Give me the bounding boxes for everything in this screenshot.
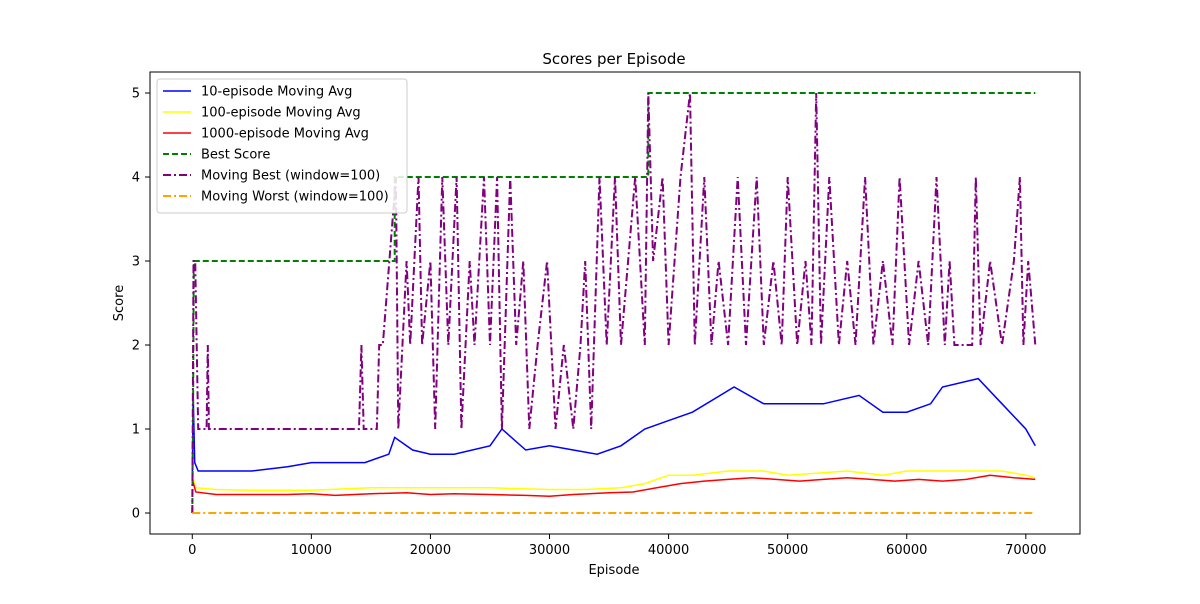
x-tick-label: 50000: [767, 543, 808, 558]
legend-box: [156, 78, 408, 214]
legend-entry-label: Moving Worst (window=100): [201, 190, 389, 205]
y-tick-label: 1: [132, 423, 140, 438]
chart-title: Scores per Episode: [542, 50, 685, 68]
legend-entry-label: 1000-episode Moving Avg: [201, 127, 369, 142]
series-line-1: [191, 377, 1036, 480]
legend-entry-label: Best Score: [201, 148, 270, 163]
x-tick-label: 70000: [1005, 543, 1046, 558]
y-tick-label: 0: [132, 507, 140, 522]
y-axis-label: Score: [112, 285, 127, 321]
legend-entry-label: 100-episode Moving Avg: [201, 106, 361, 121]
x-tick-label: 20000: [410, 543, 451, 558]
series-line-2: [191, 470, 1036, 492]
plot-area: [191, 92, 1037, 514]
plot-frame: [149, 71, 1081, 535]
x-tick-label: 0: [188, 543, 196, 558]
x-tick-label: 30000: [529, 543, 570, 558]
y-tick-label: 2: [132, 339, 140, 354]
legend-entry-label: Moving Best (window=100): [201, 169, 380, 184]
legend: 10-episode Moving Avg 100-episode Moving …: [156, 78, 408, 214]
series-line-5: [191, 92, 1037, 514]
x-tick-label: 10000: [291, 543, 332, 558]
legend-entry-label: 10-episode Moving Avg: [201, 85, 352, 100]
axes: 0 10000 20000 30000 40000 50000 60000 70000 0 1 2 3…: [132, 71, 1081, 558]
x-tick-label: 40000: [648, 543, 689, 558]
y-tick-label: 5: [132, 87, 140, 102]
y-tick-label: 3: [132, 255, 140, 270]
x-axis-label: Episode: [588, 563, 639, 578]
series-line-3: [191, 474, 1036, 497]
y-tick-label: 4: [132, 171, 140, 186]
x-tick-label: 60000: [886, 543, 927, 558]
